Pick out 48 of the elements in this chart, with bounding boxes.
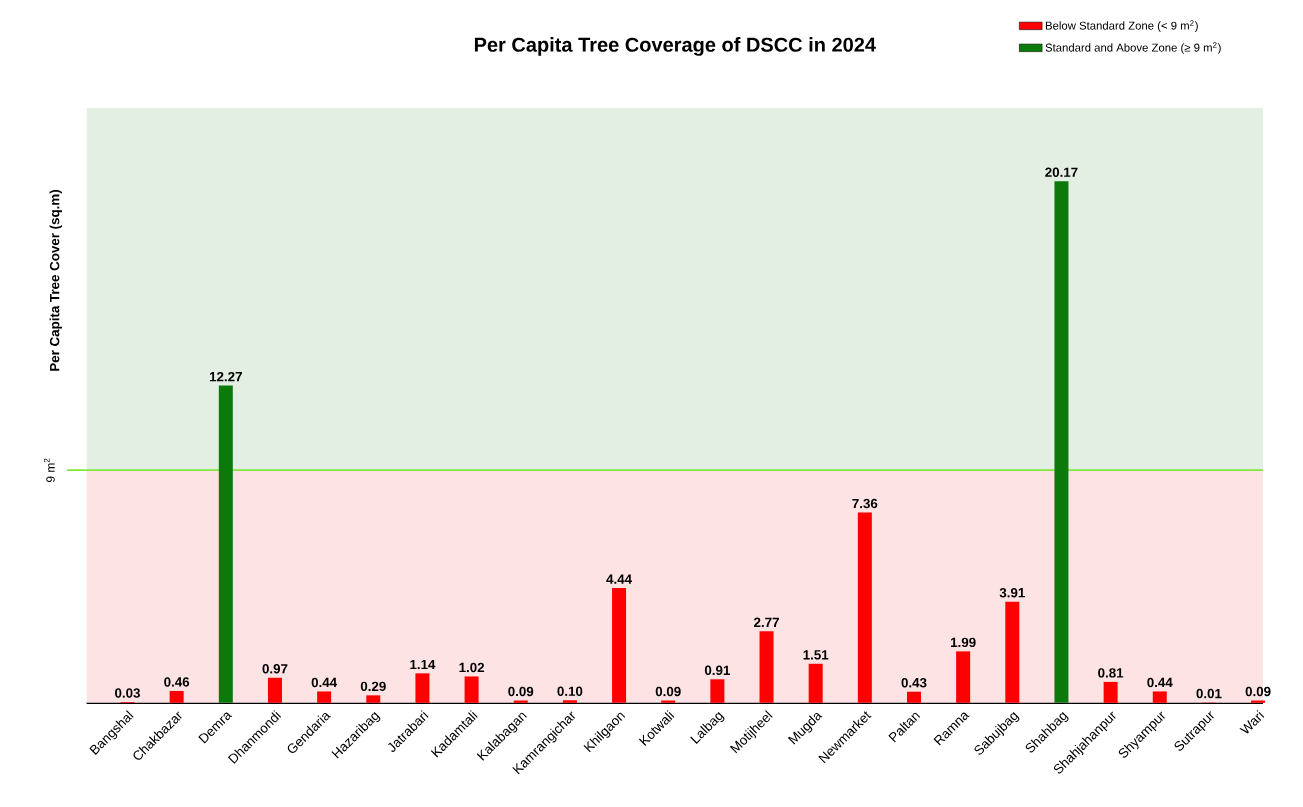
data-label: 0.03 <box>115 688 140 698</box>
data-label: 0.91 <box>704 665 730 676</box>
data-label: 0.46 <box>164 677 190 687</box>
data-label: 0.10 <box>557 686 583 697</box>
bar <box>808 663 823 703</box>
data-label: 0.09 <box>1245 686 1271 697</box>
bar <box>218 385 233 703</box>
data-label: 1.51 <box>803 650 829 660</box>
data-label: 7.36 <box>852 498 878 509</box>
data-label: 0.44 <box>311 677 338 688</box>
data-label: 0.01 <box>1196 688 1222 699</box>
bar <box>562 700 577 703</box>
data-label: 0.09 <box>508 686 534 697</box>
data-label: 0.09 <box>655 686 681 697</box>
data-label: 0.43 <box>901 678 927 688</box>
y-axis-title: Per Capita Tree Cover (sq.m) <box>49 190 62 371</box>
bar <box>906 691 921 703</box>
bar <box>857 512 872 703</box>
data-label: 20.17 <box>1045 167 1078 177</box>
data-label: 0.44 <box>1147 677 1173 688</box>
data-label: 0.97 <box>262 664 288 674</box>
bar <box>956 651 971 703</box>
bar <box>317 691 332 703</box>
bar <box>710 679 725 703</box>
data-label: 12.27 <box>209 372 242 382</box>
data-label: 1.02 <box>459 662 485 673</box>
bar <box>612 588 627 703</box>
data-label: 1.14 <box>410 659 436 670</box>
bar <box>759 631 774 703</box>
bar <box>1005 601 1020 703</box>
legend-label: Below Standard Zone (< 9 m$^{2}$) <box>1045 20 1198 32</box>
bar <box>1103 681 1118 703</box>
bar <box>1152 691 1167 703</box>
data-label: 2.77 <box>754 617 779 627</box>
chart-title: Per Capita Tree Coverage of DSCC in 2024 <box>474 37 876 56</box>
bar <box>464 676 479 703</box>
data-label: 4.44 <box>606 574 632 584</box>
data-label: 0.81 <box>1098 668 1124 678</box>
bar <box>415 673 430 703</box>
legend-label: Standard and Above Zone (≥ 9 m$^{2}$) <box>1045 42 1221 54</box>
data-label: 1.99 <box>951 637 976 648</box>
bar <box>1054 181 1069 703</box>
data-label: 3.91 <box>999 588 1025 598</box>
data-label: 0.29 <box>360 681 386 692</box>
bar <box>169 691 184 703</box>
ref-line-label: 9 m$^{2}$ <box>43 458 55 483</box>
bar <box>366 695 381 703</box>
bar <box>267 677 282 703</box>
